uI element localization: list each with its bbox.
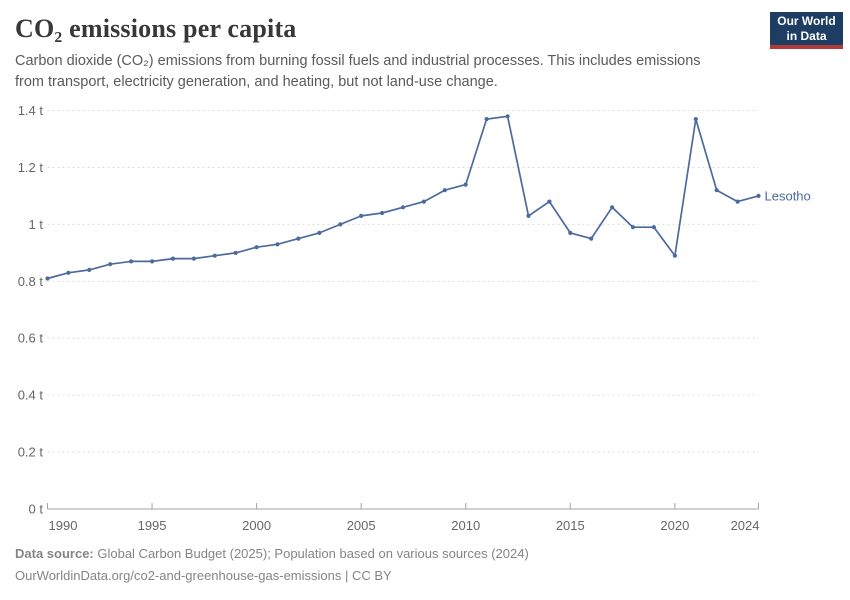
data-point[interactable] xyxy=(589,236,594,241)
data-point[interactable] xyxy=(317,230,322,235)
chart-footer: Data source: Global Carbon Budget (2025)… xyxy=(15,543,529,587)
data-point[interactable] xyxy=(66,270,71,275)
data-point[interactable] xyxy=(87,267,92,272)
data-point[interactable] xyxy=(380,210,385,216)
owid-logo-line1: Our World xyxy=(777,13,836,28)
data-source-line: Data source: Global Carbon Budget (2025)… xyxy=(15,543,529,565)
data-point[interactable] xyxy=(233,250,238,255)
x-axis-tick-label: 1995 xyxy=(138,518,167,533)
data-point[interactable] xyxy=(568,230,573,235)
owid-logo-line2: in Data xyxy=(786,28,827,43)
data-point[interactable] xyxy=(338,222,343,227)
y-axis-tick-label: 0 t xyxy=(29,502,44,517)
data-point[interactable] xyxy=(442,188,447,193)
data-point[interactable] xyxy=(505,114,510,119)
data-point[interactable] xyxy=(170,256,176,261)
page-title: CO₂ emissions per capita xyxy=(15,14,297,43)
data-point[interactable] xyxy=(735,199,740,204)
data-point[interactable] xyxy=(484,117,489,122)
data-point[interactable] xyxy=(610,205,615,210)
data-point[interactable] xyxy=(108,262,113,267)
data-point[interactable] xyxy=(150,259,155,264)
y-axis-tick-label: 0.6 t xyxy=(18,331,44,346)
x-axis-tick-label: 2015 xyxy=(556,518,585,533)
line-series-lesotho[interactable] xyxy=(46,115,760,280)
data-point[interactable] xyxy=(359,213,364,218)
x-axis-tick-label: 2020 xyxy=(660,518,689,533)
data-point[interactable] xyxy=(129,259,134,264)
data-point[interactable] xyxy=(756,193,761,198)
data-point[interactable] xyxy=(714,188,719,193)
data-point[interactable] xyxy=(651,225,657,230)
data-point[interactable] xyxy=(547,199,552,204)
x-axis-tick-label: 2000 xyxy=(242,518,271,533)
data-point[interactable] xyxy=(275,242,280,247)
chart-subtitle: Carbon dioxide (CO₂) emissions from burn… xyxy=(15,53,701,91)
data-point[interactable] xyxy=(212,253,217,258)
y-axis-tick-label: 1.4 t xyxy=(18,103,44,118)
data-point[interactable] xyxy=(421,199,426,204)
data-point[interactable] xyxy=(526,213,531,218)
data-point[interactable] xyxy=(693,117,698,122)
y-axis-tick-label: 0.4 t xyxy=(18,388,44,403)
entity-label-lesotho[interactable]: Lesotho xyxy=(765,188,811,203)
data-source-label: Data source: xyxy=(15,546,94,561)
y-axis-tick-label: 0.2 t xyxy=(18,445,44,460)
owid-logo[interactable]: Our World in Data xyxy=(770,12,843,49)
y-axis-tick-label: 1 t xyxy=(29,217,44,232)
y-axis-tick-label: 1.2 t xyxy=(18,160,44,175)
y-axis-tick-label: 0.8 t xyxy=(18,274,44,289)
x-axis-tick-label: 2005 xyxy=(347,518,376,533)
data-point[interactable] xyxy=(630,225,636,230)
data-point[interactable] xyxy=(45,276,50,281)
data-source-text: Global Carbon Budget (2025); Population … xyxy=(93,546,529,561)
data-point[interactable] xyxy=(672,253,678,258)
data-point[interactable] xyxy=(463,182,468,187)
x-axis-tick-label: 2010 xyxy=(451,518,480,533)
data-point[interactable] xyxy=(191,256,196,261)
data-point[interactable] xyxy=(296,236,301,241)
x-axis-tick-label: 2024 xyxy=(731,518,760,533)
data-point[interactable] xyxy=(400,205,406,210)
owid-url-link[interactable]: OurWorldinData.org/co2-and-greenhouse-ga… xyxy=(15,568,392,584)
data-point[interactable] xyxy=(254,245,259,250)
x-axis-tick-label: 1990 xyxy=(49,518,78,533)
